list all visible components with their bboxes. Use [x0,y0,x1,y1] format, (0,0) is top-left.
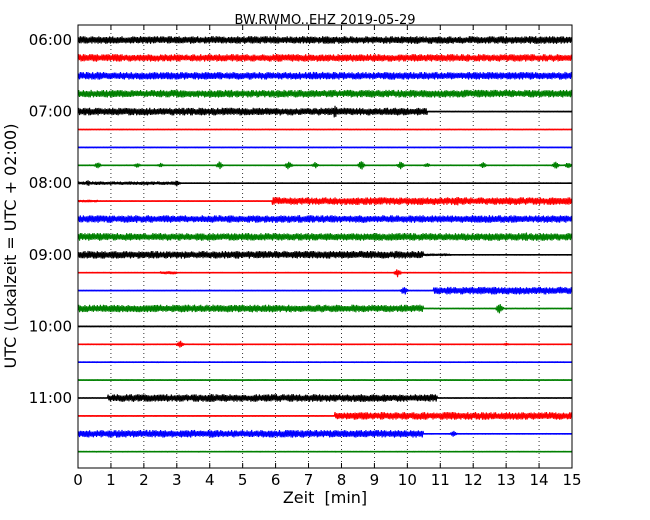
x-tick-label: 8 [337,471,347,489]
x-tick-label: 2 [139,471,149,489]
x-tick-label: 7 [304,471,314,489]
plot-frame [77,24,573,469]
x-tick-label: 15 [562,471,581,489]
x-axis-ticks: 0 1 2 3 4 5 6 7 8 9 10 11 12 13 14 15 [73,25,582,489]
x-tick-label: 10 [398,471,417,489]
x-axis-label: Zeit [min] [283,488,367,507]
y-axis-label: UTC (Lokalzeit = UTC + 02:00) [1,124,20,369]
x-tick-label: 14 [530,471,549,489]
trace-line [77,36,573,44]
x-tick-label: 5 [238,471,248,489]
trace-line [77,215,573,223]
x-tick-label: 9 [370,471,380,489]
y-tick-label: 11:00 [29,389,72,407]
y-tick-label: 07:00 [29,103,72,121]
y-axis-ticks: 06:00 07:00 08:00 09:00 10:00 11:00 [29,31,572,407]
x-tick-label: 13 [497,471,516,489]
x-tick-label: 3 [172,471,182,489]
y-tick-label: 10:00 [29,317,72,335]
y-tick-label: 08:00 [29,174,72,192]
x-tick-label: 4 [205,471,215,489]
x-tick-label: 6 [271,471,281,489]
chart-title: BW.RWMO..EHZ 2019-05-29 [234,13,415,28]
x-tick-label: 1 [106,471,116,489]
x-tick-label: 0 [73,471,83,489]
x-tick-label: 11 [431,471,450,489]
y-tick-label: 09:00 [29,246,72,264]
x-tick-label: 12 [464,471,483,489]
seismic-traces [77,36,573,453]
trace-line [77,71,573,80]
trace-line [77,232,573,241]
y-tick-label: 06:00 [29,31,72,49]
